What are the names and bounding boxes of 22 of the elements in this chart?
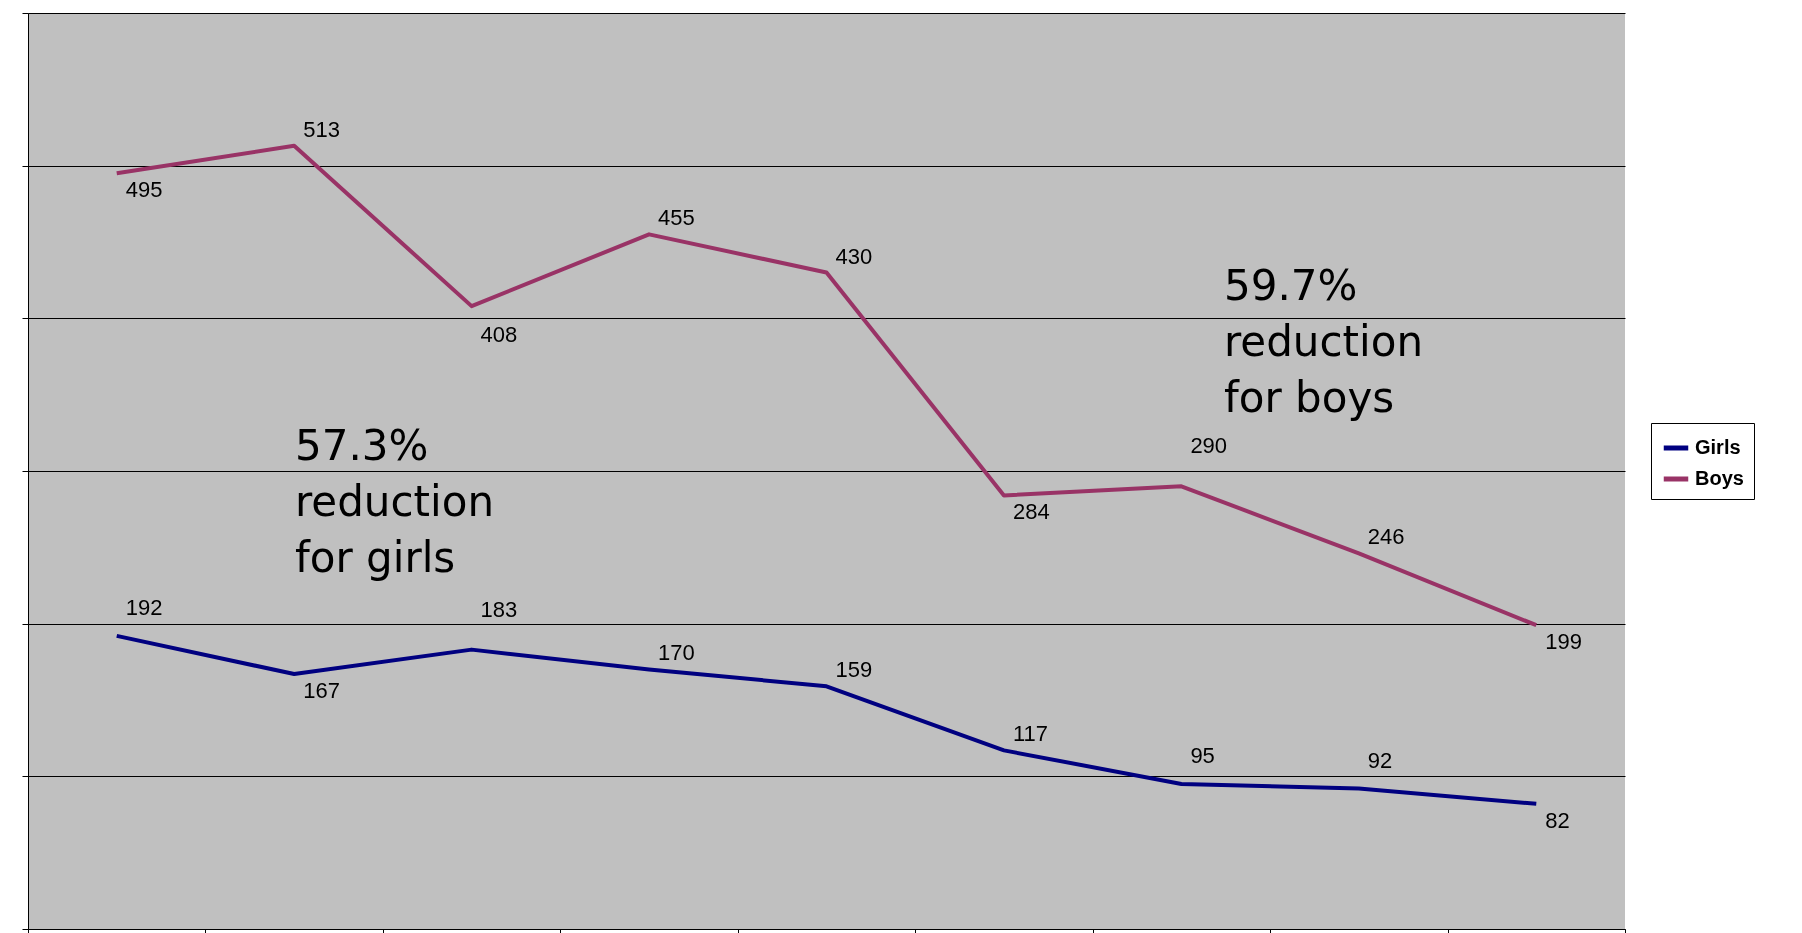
data-label: 183	[480, 596, 518, 622]
data-label: 430	[835, 243, 873, 269]
data-label: 246	[1367, 524, 1405, 550]
data-label: 455	[658, 205, 695, 231]
data-label: 513	[303, 116, 340, 142]
annotation: 59.7% reduction for boys	[1224, 261, 1424, 422]
data-label: 82	[1545, 807, 1570, 833]
data-label: 159	[835, 657, 873, 683]
data-label: 170	[658, 640, 695, 666]
legend-label: Boys	[1695, 467, 1744, 489]
data-label: 117	[1012, 721, 1049, 747]
data-label: 290	[1190, 433, 1228, 459]
data-label: 284	[1012, 499, 1050, 525]
data-label: 495	[125, 177, 163, 203]
data-label: 92	[1367, 747, 1393, 773]
data-label: 95	[1190, 742, 1215, 768]
data-label: 167	[303, 678, 340, 704]
data-label: 408	[480, 322, 518, 348]
data-label: 192	[125, 594, 163, 620]
annotation: 57.3% reduction for girls	[295, 421, 495, 582]
data-label: 199	[1545, 629, 1582, 655]
legend-label: Girls	[1695, 436, 1741, 458]
